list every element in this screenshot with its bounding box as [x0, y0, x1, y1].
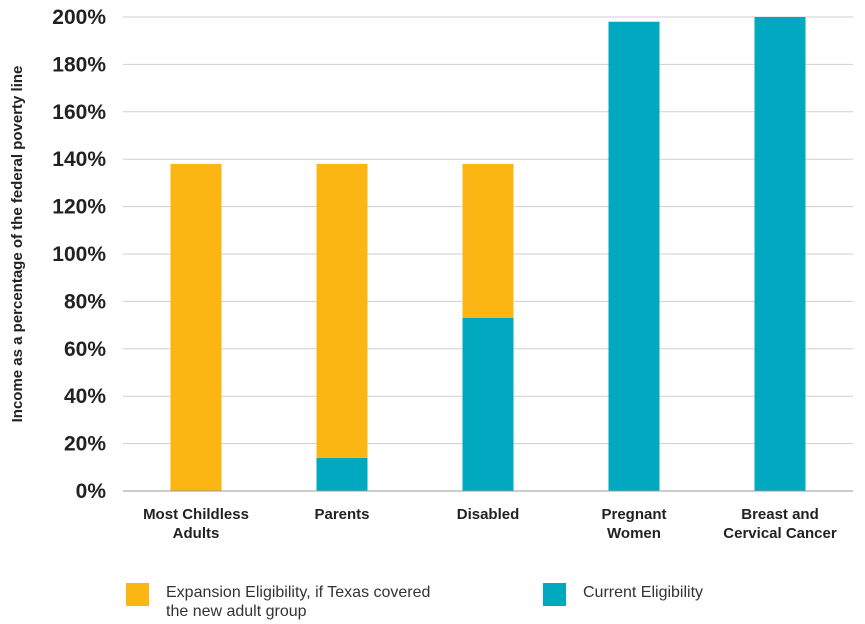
- bar-segment-current: [316, 457, 368, 491]
- y-tick-label: 140%: [52, 148, 106, 171]
- bars: [170, 17, 806, 492]
- x-category-label: Pregnant: [601, 506, 666, 523]
- y-tick-label: 0%: [76, 480, 107, 503]
- legend: Expansion Eligibility, if Texas covered …: [0, 583, 865, 623]
- y-tick-label: 160%: [52, 101, 106, 124]
- y-tick-label: 120%: [52, 196, 106, 219]
- y-tick-label: 100%: [52, 243, 106, 266]
- legend-label-expansion-line2: the new adult group: [166, 603, 307, 620]
- x-category-label: Disabled: [457, 506, 520, 523]
- y-tick-label: 20%: [64, 433, 106, 456]
- legend-item-current: Current Eligibility: [543, 583, 703, 606]
- x-category-label: Parents: [314, 506, 369, 523]
- legend-label-current: Current Eligibility: [583, 584, 704, 601]
- legend-item-expansion: Expansion Eligibility, if Texas covered …: [126, 583, 430, 621]
- legend-swatch-expansion: [126, 583, 149, 606]
- x-category-label: Adults: [173, 525, 220, 542]
- x-axis-labels: Most Childless Adults Parents Disabled Pregn…: [143, 506, 837, 542]
- y-tick-label: 80%: [64, 290, 106, 313]
- bar-segment-current: [608, 21, 660, 492]
- y-tick-label: 60%: [64, 338, 106, 361]
- y-tick-label: 180%: [52, 53, 106, 76]
- y-tick-label: 40%: [64, 385, 106, 408]
- bar-segment-current: [754, 17, 806, 491]
- bar-segment-expansion: [170, 163, 222, 491]
- bar-segment-expansion: [316, 163, 368, 458]
- legend-swatch-current: [543, 583, 566, 606]
- y-axis-label: Income as a percentage of the federal po…: [9, 66, 26, 423]
- x-category-label: Breast and: [741, 506, 819, 523]
- bar-segment-expansion: [462, 163, 514, 318]
- y-axis-ticks: 0% 20% 40% 60% 80% 100% 120% 140% 160% 180% 200%: [52, 6, 106, 503]
- bar-chart: 0% 20% 40% 60% 80% 100% 120% 140% 160% 180% 200% M…: [9, 6, 853, 542]
- legend-label-expansion: Expansion Eligibility, if Texas covered …: [166, 583, 430, 621]
- legend-label-expansion-line1: Expansion Eligibility, if Texas covered: [166, 584, 431, 601]
- bar-segment-current: [462, 317, 514, 491]
- y-tick-label: 200%: [52, 6, 106, 29]
- x-category-label: Women: [607, 525, 661, 542]
- x-category-label: Most Childless: [143, 506, 249, 523]
- x-category-label: Cervical Cancer: [723, 525, 837, 542]
